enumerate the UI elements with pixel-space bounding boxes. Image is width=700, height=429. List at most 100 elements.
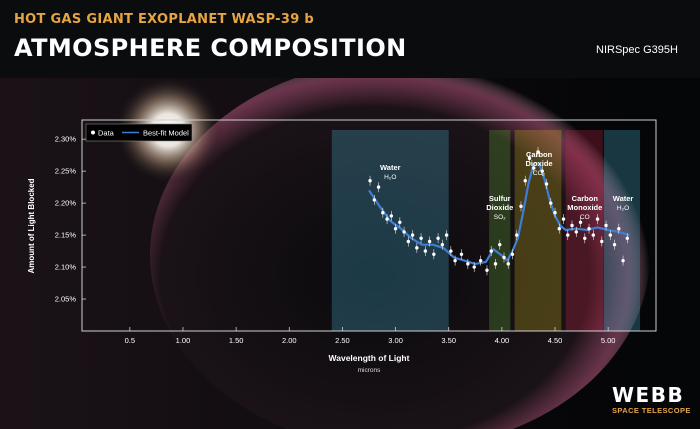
annotation-2-line-0: Carbon — [526, 150, 553, 159]
y-tick-label: 2.05% — [55, 295, 77, 304]
annotation-0-line-0: Water — [380, 163, 401, 172]
x-axis: 0.5 1.00 1.50 2.00 2.50 3.00 3.50 4.00 4.50 5.00 — [125, 327, 616, 345]
y-tick-label: 2.20% — [55, 199, 77, 208]
data-point — [612, 242, 617, 247]
data-point — [415, 246, 419, 250]
annotation-0-line-1: H₂O — [384, 174, 396, 181]
data-point — [502, 255, 506, 260]
y-axis: 2.05% 2.10% 2.15% 2.20% 2.25% 2.30% — [55, 135, 86, 304]
x-tick-label: 3.00 — [388, 336, 403, 345]
data-point — [553, 211, 557, 215]
data-point — [544, 182, 549, 186]
data-point — [510, 252, 515, 256]
data-point — [432, 252, 436, 256]
best-fit-model-line — [368, 162, 630, 265]
annotation-1-line-1: Dioxide — [486, 203, 513, 212]
x-tick-label: 1.00 — [176, 336, 191, 345]
annotation-1-line-2: SO₂ — [494, 214, 506, 221]
data-point — [527, 156, 532, 161]
y-tick-label: 2.15% — [55, 231, 77, 240]
data-point — [540, 169, 544, 173]
x-tick-label: 2.00 — [282, 336, 297, 345]
annotations: WaterH₂OSulfurDioxideSO₂CarbonDioxideCO₂… — [380, 150, 633, 221]
data-point — [372, 198, 377, 202]
data-point — [498, 242, 502, 247]
x-tick-label: 1.50 — [229, 336, 244, 345]
data-point — [578, 220, 583, 225]
data-point — [410, 233, 415, 237]
annotation-4-line-1: H₂O — [617, 205, 629, 212]
data-point — [549, 201, 553, 205]
annotation-4-line-0: Water — [613, 194, 634, 203]
x-tick-label: 4.50 — [548, 336, 563, 345]
data-point — [402, 230, 406, 234]
annotation-3-line-1: Monoxide — [567, 203, 602, 212]
legend-data-marker — [91, 130, 95, 135]
data-points — [368, 146, 629, 276]
instrument-label: NIRSpec G395H — [596, 44, 678, 56]
y-axis-title: Amount of Light Blocked — [27, 178, 36, 273]
data-point — [423, 249, 428, 253]
data-point — [368, 179, 372, 183]
subtitle: HOT GAS GIANT EXOPLANET WASP-39 b — [14, 12, 315, 27]
annotation-3-line-2: CO — [580, 214, 590, 221]
data-point — [419, 236, 423, 240]
legend: Data Best-fit Model — [85, 123, 193, 142]
x-tick-label: 0.5 — [125, 336, 135, 345]
data-point — [493, 262, 498, 266]
data-point — [398, 220, 402, 225]
data-point — [574, 230, 578, 234]
data-point — [604, 223, 608, 228]
data-point — [617, 226, 621, 231]
data-point — [436, 236, 440, 240]
y-tick-label: 2.10% — [55, 263, 77, 272]
model-line-group — [368, 162, 630, 265]
data-point — [600, 239, 604, 244]
x-tick-label: 2.50 — [335, 336, 350, 345]
x-axis-title: Wavelength of Light — [329, 353, 410, 363]
page-title: ATMOSPHERE COMPOSITION — [14, 34, 407, 62]
data-point — [453, 258, 457, 263]
data-point — [472, 265, 476, 269]
data-point — [591, 233, 595, 237]
data-point — [519, 204, 523, 209]
absorption-band-1 — [489, 130, 511, 331]
data-point — [561, 217, 566, 221]
x-tick-label: 5.00 — [601, 336, 616, 345]
data-point — [406, 239, 411, 244]
data-point — [587, 226, 591, 231]
data-point — [485, 268, 489, 272]
annotation-3-line-0: Carbon — [572, 194, 599, 203]
plot-border — [81, 119, 657, 332]
data-point — [385, 217, 389, 221]
annotation-1-line-0: Sulfur — [489, 194, 511, 203]
data-point — [621, 258, 625, 263]
data-point — [393, 226, 398, 231]
x-axis-unit: microns — [358, 367, 382, 374]
header-bar: HOT GAS GIANT EXOPLANET WASP-39 b ATMOSP… — [0, 0, 700, 78]
webb-logo-word: WEBB — [612, 383, 685, 407]
data-point — [523, 179, 527, 183]
annotation-2-line-1: Dioxide — [526, 159, 553, 168]
data-point — [376, 185, 381, 189]
y-tick-label: 2.30% — [55, 135, 77, 144]
data-point — [608, 233, 612, 237]
data-point — [478, 258, 483, 263]
data-point — [515, 233, 519, 237]
data-point — [466, 262, 470, 266]
x-tick-label: 3.50 — [441, 336, 456, 345]
data-point — [570, 223, 574, 228]
data-point — [459, 252, 464, 256]
y-tick-label: 2.25% — [55, 167, 77, 176]
data-point — [427, 239, 432, 244]
data-point — [583, 236, 587, 240]
data-point — [557, 226, 561, 231]
data-point — [566, 233, 570, 237]
data-point — [506, 262, 510, 266]
data-point — [389, 214, 394, 218]
annotation-2-line-2: CO₂ — [533, 170, 546, 177]
data-point — [381, 211, 385, 215]
